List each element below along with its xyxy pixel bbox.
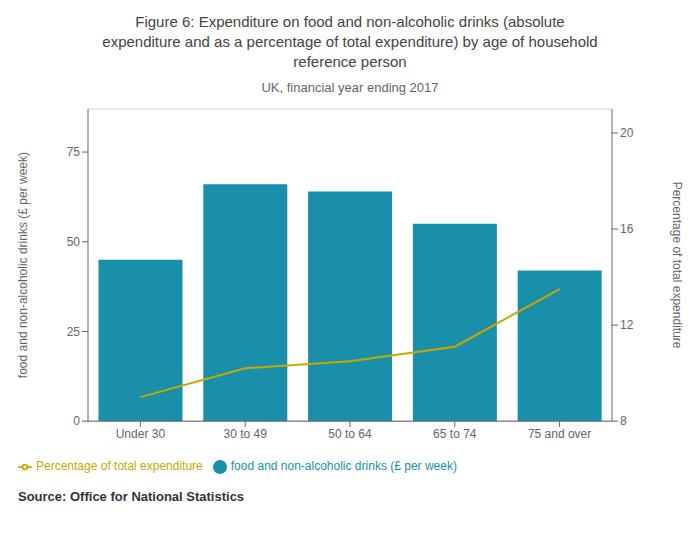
svg-text:8: 8 [620, 414, 627, 428]
svg-text:30 to 49: 30 to 49 [224, 427, 268, 441]
html-text:reference person: reference person [293, 53, 407, 70]
svg-text:12: 12 [620, 318, 634, 332]
svg-text:food and non-alcoholic drinks: food and non-alcoholic drinks (£ per wee… [16, 152, 30, 378]
svg-text:50 to 64: 50 to 64 [328, 427, 372, 441]
svg-text:Under 30: Under 30 [116, 427, 166, 441]
svg-text:16: 16 [620, 222, 634, 236]
svg-text:50: 50 [67, 235, 81, 249]
svg-text:65 to 74: 65 to 74 [433, 427, 477, 441]
html-text:food and non-alcoholic drinks: food and non-alcoholic drinks (£ per wee… [230, 459, 457, 474]
svg-text:75 and over: 75 and over [528, 427, 591, 441]
html-text:expenditure and as a percentag: expenditure and as a percentage of total… [102, 33, 598, 50]
html-text:UK, financial year ending 2017: UK, financial year ending 2017 [261, 80, 439, 95]
html-text:Source: Office for National St: Source: Office for National Statistics [18, 489, 245, 504]
svg-text:75: 75 [67, 145, 81, 159]
svg-text:0: 0 [73, 414, 80, 428]
svg-text:Percentage of total expenditur: Percentage of total expenditure [670, 182, 684, 349]
svg-text:20: 20 [620, 126, 634, 140]
html-text:Percentage of total expenditur: Percentage of total expenditure [36, 459, 203, 474]
svg-text:25: 25 [67, 325, 81, 339]
html-text:Figure 6: Expenditure on food: Figure 6: Expenditure on food and non-al… [135, 13, 565, 30]
